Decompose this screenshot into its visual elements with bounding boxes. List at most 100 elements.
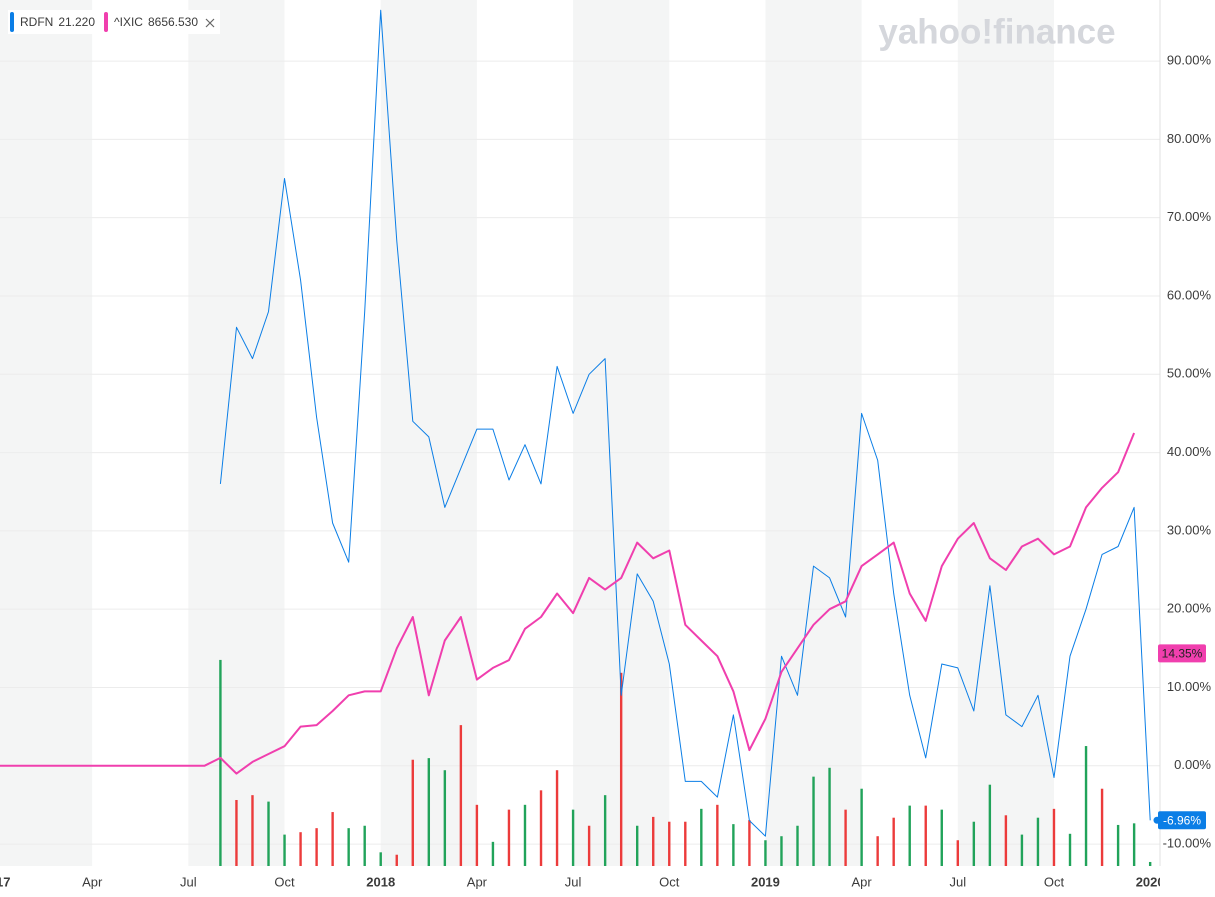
volume-bar — [475, 804, 479, 866]
volume-bar — [539, 790, 543, 866]
volume-bar — [1132, 823, 1136, 866]
volume-bar — [523, 804, 527, 866]
volume-bar — [491, 841, 495, 866]
shading — [0, 0, 1054, 866]
y-tick-label: 60.00% — [1167, 287, 1212, 302]
y-tick-label: 50.00% — [1167, 366, 1212, 381]
volume-bar — [315, 828, 318, 866]
x-tick-label: Oct — [1044, 874, 1065, 889]
volume-bar — [892, 817, 895, 866]
volume-bar — [844, 809, 847, 866]
y-tick-label: 30.00% — [1167, 522, 1212, 537]
volume-bar — [652, 816, 655, 866]
volume-bar — [427, 758, 431, 866]
remove-icon[interactable] — [205, 18, 215, 28]
volume-bar — [1036, 817, 1040, 866]
x-tick-label: Apr — [82, 874, 103, 889]
period-band — [0, 0, 93, 866]
volume-bar — [748, 820, 751, 866]
volume-bar — [924, 805, 927, 866]
x-tick-label: Jul — [565, 874, 582, 889]
current-tag — [1158, 644, 1206, 663]
current-tags: -6.96% 14.35% — [1153, 644, 1206, 830]
series-line — [0, 432, 1136, 775]
volume-bar — [972, 821, 976, 866]
grid — [0, 60, 1160, 845]
volume-bar — [603, 795, 607, 866]
legend-item[interactable]: ^IXIC 8656.530 — [102, 10, 220, 34]
volume-bar — [876, 836, 879, 866]
x-tick-label: Jul — [180, 874, 197, 889]
legend-price: 8656.530 — [148, 15, 198, 29]
volume-bar — [940, 809, 943, 866]
legend-swatch — [104, 12, 108, 32]
volume-bar — [219, 659, 222, 866]
y-tick-label: 20.00% — [1167, 601, 1212, 616]
legend-bg — [8, 10, 100, 34]
current-label: -6.96% — [1163, 813, 1201, 827]
watermark: yahoo!finance — [878, 12, 1115, 51]
y-tick-label: 10.00% — [1167, 679, 1212, 694]
volume-bar — [668, 821, 671, 866]
volume-bar — [379, 852, 382, 866]
volume-bar — [812, 776, 815, 866]
volume-bar — [459, 725, 463, 866]
volume-bar — [395, 854, 398, 866]
volume-bar — [587, 825, 591, 866]
legend-name: RDFN — [20, 15, 53, 29]
volume-bar — [1052, 808, 1056, 866]
volume-bar — [764, 840, 767, 866]
volume-bar — [347, 828, 350, 866]
volume-bar — [619, 672, 623, 866]
current-label: 14.35% — [1162, 647, 1203, 661]
y-tick-label: 70.00% — [1167, 209, 1212, 224]
volume-bar — [1116, 824, 1120, 866]
x-tick-label: Oct — [274, 874, 295, 889]
legend: RDFN 21.220 ^IXIC 8656.530 — [8, 10, 220, 34]
volume-bar — [235, 799, 238, 866]
volume-bar — [1068, 833, 1072, 866]
volume-bar — [988, 784, 992, 866]
volume-bar — [1084, 746, 1088, 866]
lines — [0, 9, 1151, 837]
volume-bar — [1004, 815, 1008, 866]
volume-bar — [571, 809, 575, 866]
y-tick-label: 90.00% — [1167, 53, 1212, 68]
volume-bar — [331, 812, 334, 866]
x-tick-label: 2020 — [1136, 874, 1165, 889]
y-axis: -10.00% 0.00% 10.00% 20.00% 30.00% 40.00% 50.0… — [1163, 53, 1212, 851]
y-tick-label: -10.00% — [1163, 836, 1212, 851]
x-tick-label: Apr — [467, 874, 488, 889]
series-line — [219, 9, 1151, 837]
period-band — [188, 0, 285, 866]
volume-bar — [283, 834, 286, 866]
legend-name: ^IXIC — [114, 15, 143, 29]
legend-swatch — [10, 12, 14, 32]
volume-bar — [636, 825, 639, 866]
y-tick-label: 40.00% — [1167, 444, 1212, 459]
x-tick-label: Oct — [659, 874, 680, 889]
period-band — [380, 0, 477, 866]
volume-bar — [507, 809, 511, 866]
volume-bar — [700, 808, 703, 866]
x-tick-label: 2018 — [366, 874, 395, 889]
legend-bg — [102, 10, 220, 34]
volume-bar — [1148, 861, 1152, 866]
volume-bar — [299, 832, 302, 866]
volume-bar — [555, 770, 559, 866]
volume-bar — [1100, 788, 1104, 866]
volume-bar — [796, 825, 799, 866]
current-tag — [1158, 811, 1206, 830]
x-tick-label: Apr — [852, 874, 873, 889]
volume-bar — [860, 788, 863, 866]
volume-bar — [732, 824, 735, 866]
x-axis: 2017 Apr Jul Oct 2018 Apr Jul Oct 2019 Apr Jul Oct 2… — [0, 874, 1165, 889]
volume-bar — [716, 804, 719, 866]
legend-item[interactable]: RDFN 21.220 — [8, 10, 100, 34]
volume — [219, 659, 1152, 866]
volume-bar — [1020, 834, 1024, 866]
period-band — [957, 0, 1054, 866]
volume-bar — [684, 821, 687, 866]
x-tick-label: Jul — [949, 874, 966, 889]
